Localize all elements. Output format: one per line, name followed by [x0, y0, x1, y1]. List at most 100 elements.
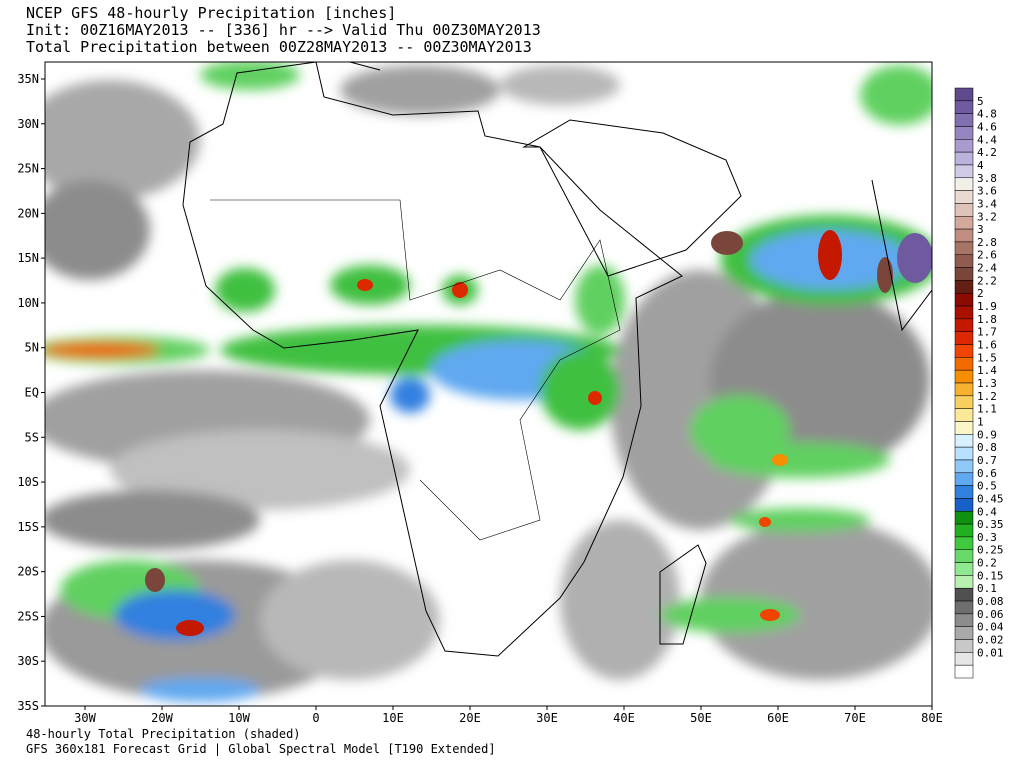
colorbar-label: 1.8: [977, 313, 997, 326]
lat-label: 30S: [17, 654, 39, 668]
colorbar-swatch: [954, 613, 974, 627]
colorbar-swatch: [954, 177, 974, 191]
colorbar-swatch: [954, 254, 974, 268]
colorbar-label: 0.2: [977, 557, 997, 570]
colorbar-label: 3.2: [977, 210, 997, 223]
colorbar-swatch: [954, 139, 974, 153]
colorbar-swatch: [954, 151, 974, 166]
colorbar-swatch: [954, 369, 974, 384]
lat-label: EQ: [25, 386, 39, 400]
colorbar-label: 0.15: [977, 569, 1004, 582]
colorbar-label: 4.2: [977, 146, 997, 159]
colorbar-label: 1: [977, 415, 984, 428]
colorbar-swatch: [954, 344, 974, 358]
lon-label: 40E: [613, 711, 635, 725]
colorbar-label: 1.2: [977, 390, 997, 403]
lat-label: 5S: [25, 430, 39, 444]
lat-label: 35N: [17, 72, 39, 86]
colorbar-label: 0.35: [977, 518, 1004, 531]
colorbar-swatch: [954, 587, 974, 602]
colorbar-label: 1.9: [977, 300, 997, 313]
lon-label: 20W: [151, 711, 173, 725]
precip-cores: [145, 230, 932, 636]
colorbar-label: 1.5: [977, 351, 997, 364]
colorbar-swatch: [954, 549, 974, 563]
colorbar-swatch: [954, 280, 974, 294]
europe-outline: [316, 62, 381, 71]
lon-label: 80E: [921, 711, 943, 725]
colorbar-swatch: [954, 113, 974, 127]
colorbar-label: 0.7: [977, 454, 997, 467]
colorbar-swatch: [954, 203, 974, 217]
lat-label: 25N: [17, 162, 39, 176]
colorbar-label: 4.6: [977, 120, 997, 133]
lon-label: 50E: [690, 711, 712, 725]
colorbar-swatch: [954, 241, 974, 255]
colorbar-label: 3.8: [977, 172, 997, 185]
colorbar-swatch: [954, 446, 974, 461]
colorbar-swatch: [954, 87, 974, 102]
colorbar-label: 4: [977, 159, 984, 172]
africa-outline: [182, 62, 683, 657]
colorbar-swatch: [954, 626, 974, 640]
lat-label: 35S: [17, 699, 39, 713]
colorbar: 54.84.64.44.243.83.63.43.232.82.62.42.22…: [954, 87, 1004, 679]
coastlines: [182, 62, 932, 657]
colorbar-swatch: [954, 472, 974, 486]
colorbar-swatch: [954, 664, 974, 679]
colorbar-label: 0.06: [977, 608, 1004, 621]
colorbar-label: 0.8: [977, 441, 997, 454]
colorbar-label: 3: [977, 223, 984, 236]
colorbar-swatch: [954, 421, 974, 435]
map-frame: [44, 61, 933, 707]
colorbar-label: 4.8: [977, 108, 997, 121]
colorbar-swatch: [954, 600, 974, 615]
lon-label: 30E: [536, 711, 558, 725]
lon-label: 0: [312, 711, 319, 725]
lon-label: 10E: [382, 711, 404, 725]
india-outline: [871, 179, 932, 332]
footer-line-1: 48-hourly Total Precipitation (shaded): [26, 727, 301, 741]
lat-label: 20S: [17, 565, 39, 579]
colorbar-label: 2.4: [977, 262, 997, 275]
lat-label: 10N: [17, 296, 39, 310]
colorbar-swatch: [954, 498, 974, 512]
colorbar-label: 0.45: [977, 492, 1004, 505]
colorbar-label: 2: [977, 287, 984, 300]
map: [45, 62, 932, 706]
colorbar-label: 2.8: [977, 236, 997, 249]
colorbar-swatch: [954, 536, 974, 550]
lon-label: 70E: [844, 711, 866, 725]
colorbar-label: 0.25: [977, 544, 1004, 557]
colorbar-label: 4.4: [977, 133, 997, 146]
colorbar-swatch: [954, 357, 974, 371]
colorbar-label: 2.6: [977, 249, 997, 262]
colorbar-swatch: [954, 459, 974, 474]
colorbar-swatch: [954, 228, 974, 243]
colorbar-label: 3.6: [977, 185, 997, 198]
colorbar-swatch: [954, 164, 974, 179]
axes: 35N 30N 25N 20N 15N 10N 5N EQ 5S 10S 15S 20S 25S 30S 3…: [17, 72, 943, 725]
colorbar-label: 1.7: [977, 326, 997, 339]
colorbar-swatch: [954, 485, 974, 499]
colorbar-swatch: [954, 434, 974, 448]
colorbar-swatch: [954, 331, 974, 345]
colorbar-swatch: [954, 305, 974, 320]
lat-label: 15N: [17, 251, 39, 265]
colorbar-label: 1.6: [977, 339, 997, 352]
lat-label: 25S: [17, 609, 39, 623]
colorbar-swatch: [954, 382, 974, 397]
madagascar-outline: [659, 544, 707, 645]
colorbar-swatch: [954, 575, 974, 589]
colorbar-label: 0.04: [977, 621, 1004, 634]
title: NCEP GFS 48-hourly Precipitation [inches…: [26, 4, 396, 22]
colorbar-label: 3.4: [977, 197, 997, 210]
lat-label: 30N: [17, 117, 39, 131]
colorbar-swatch: [954, 267, 974, 281]
colorbar-label: 0.6: [977, 467, 997, 480]
lon-label: 10W: [228, 711, 250, 725]
colorbar-swatch: [954, 190, 974, 204]
footer-line-2: GFS 360x181 Forecast Grid | Global Spect…: [26, 742, 496, 756]
colorbar-label: 2.2: [977, 274, 997, 287]
